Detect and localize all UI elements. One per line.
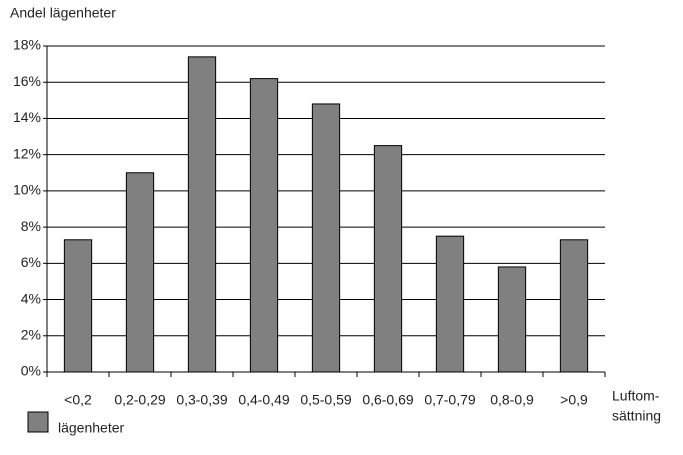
x-tick-label: 0,8-0,9 [490, 392, 534, 408]
y-tick-label: 6% [21, 254, 41, 270]
x-axis-label: sättning [612, 408, 661, 424]
x-tick-label: 0,7-0,79 [424, 392, 476, 408]
y-tick-label: 18% [13, 37, 41, 53]
bar [373, 145, 403, 373]
bar [435, 235, 465, 373]
y-tick-label: 10% [13, 182, 41, 198]
y-tick-label: 16% [13, 73, 41, 89]
bar [249, 78, 279, 373]
bar [497, 266, 527, 373]
x-tick-label: 0,4-0,49 [238, 392, 290, 408]
x-tick-label: 0,5-0,59 [300, 392, 352, 408]
y-tick-label: 8% [21, 218, 41, 234]
x-tick-label: >0,9 [560, 392, 588, 408]
y-tick-label: 0% [21, 363, 41, 379]
x-tick-label: 0,6-0,69 [362, 392, 414, 408]
bar [63, 239, 93, 373]
x-tick-label: 0,2-0,29 [114, 392, 166, 408]
y-tick-label: 2% [21, 326, 41, 342]
x-tick-label: <0,2 [64, 392, 92, 408]
y-axis-label: Andel lägenheter [10, 5, 116, 21]
y-tick-label: 4% [21, 290, 41, 306]
x-axis-label: Luftom- [612, 388, 660, 404]
y-tick-label: 14% [13, 109, 41, 125]
legend-swatch [27, 411, 49, 433]
bar [187, 56, 217, 373]
bar [559, 239, 589, 373]
x-tick-label: 0,3-0,39 [176, 392, 228, 408]
legend-label: lägenheter [58, 420, 125, 436]
bar [125, 172, 155, 373]
bar [311, 103, 341, 373]
y-tick-label: 12% [13, 145, 41, 161]
